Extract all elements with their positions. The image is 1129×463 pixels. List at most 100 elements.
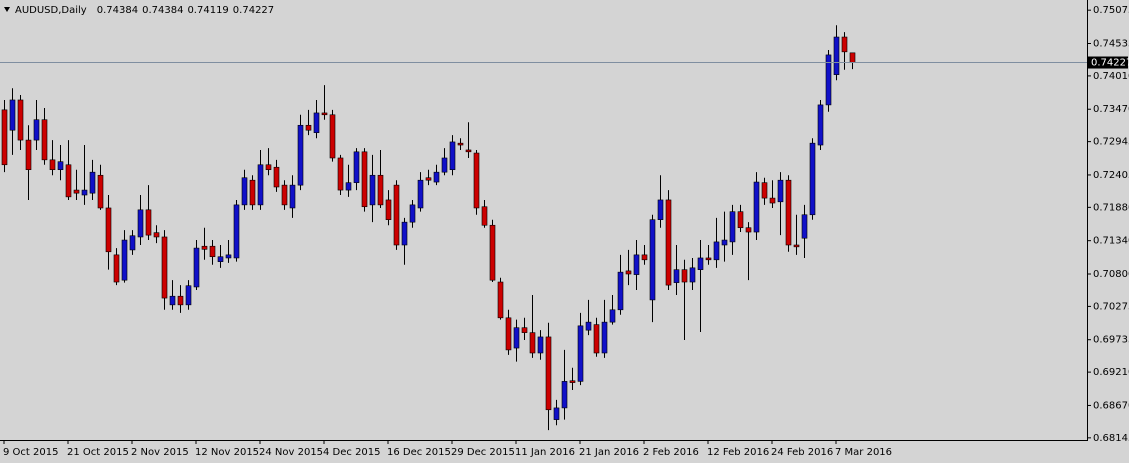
candle-body bbox=[385, 199, 392, 220]
y-tick-label: 0.74535 bbox=[1093, 39, 1129, 50]
candle-body bbox=[409, 204, 416, 223]
candle-body bbox=[345, 182, 352, 191]
x-tick-label: 24 Feb 2016 bbox=[771, 447, 833, 458]
x-tick-label: 21 Jan 2016 bbox=[579, 447, 639, 458]
candle-body bbox=[801, 214, 808, 239]
candle-body bbox=[473, 152, 480, 209]
candle-body bbox=[521, 327, 528, 333]
candle-body bbox=[193, 247, 200, 288]
header-quote: 0.74119 bbox=[187, 5, 228, 16]
candle-body bbox=[585, 321, 592, 331]
candle-body bbox=[201, 245, 208, 250]
candle-body bbox=[449, 141, 456, 171]
x-tick-label: 9 Oct 2015 bbox=[3, 447, 58, 458]
candle-body bbox=[457, 142, 464, 146]
candle-body bbox=[361, 151, 368, 208]
candle-body bbox=[817, 104, 824, 146]
candle-body bbox=[769, 197, 776, 204]
candle-body bbox=[313, 112, 320, 133]
candle-body bbox=[641, 254, 648, 261]
candle-body bbox=[489, 224, 496, 281]
x-tick-label: 16 Dec 2015 bbox=[387, 447, 451, 458]
candle-body bbox=[497, 281, 504, 319]
candle-body bbox=[761, 182, 768, 199]
x-tick-label: 12 Nov 2015 bbox=[195, 447, 259, 458]
candle-body bbox=[545, 336, 552, 411]
x-tick-label: 2 Feb 2016 bbox=[643, 447, 699, 458]
candle-body bbox=[841, 36, 848, 53]
candle-body bbox=[745, 227, 752, 233]
header-quote: 0.74227 bbox=[233, 5, 274, 16]
candle-body bbox=[17, 99, 24, 141]
candle-body bbox=[249, 179, 256, 206]
candle-body bbox=[553, 407, 560, 420]
candle-body bbox=[689, 267, 696, 283]
candle-body bbox=[737, 211, 744, 229]
candle-body bbox=[561, 381, 568, 409]
candle-body bbox=[113, 254, 120, 283]
candle-body bbox=[369, 174, 376, 206]
candle-body bbox=[681, 269, 688, 283]
y-tick-label: 0.72945 bbox=[1093, 137, 1129, 148]
candle-body bbox=[825, 54, 832, 106]
candle-body bbox=[481, 206, 488, 226]
price-label-box bbox=[1088, 56, 1128, 69]
y-tick-label: 0.70275 bbox=[1093, 301, 1129, 312]
header-icon bbox=[4, 7, 10, 12]
candle-body bbox=[577, 325, 584, 382]
candle-body bbox=[665, 199, 672, 286]
header-quote: 0.74384 bbox=[97, 5, 138, 16]
candle-body bbox=[393, 184, 400, 246]
candle-body bbox=[273, 166, 280, 188]
candle-body bbox=[401, 221, 408, 246]
candle-body bbox=[777, 179, 784, 203]
candle-body bbox=[505, 317, 512, 351]
candle-body bbox=[177, 295, 184, 306]
candle-body bbox=[601, 321, 608, 354]
candle-body bbox=[49, 159, 56, 171]
candle-body bbox=[281, 184, 288, 206]
candle-body bbox=[97, 174, 104, 209]
candle-body bbox=[785, 179, 792, 246]
candle-body bbox=[105, 207, 112, 253]
candle-body bbox=[73, 189, 80, 194]
candle-body bbox=[209, 245, 216, 258]
candle-body bbox=[537, 336, 544, 354]
x-tick-label: 29 Dec 2015 bbox=[451, 447, 515, 458]
x-tick-label: 21 Oct 2015 bbox=[67, 447, 129, 458]
candle-body bbox=[169, 295, 176, 306]
candle-body bbox=[257, 164, 264, 206]
candle-body bbox=[633, 254, 640, 275]
y-tick-label: 0.68145 bbox=[1093, 433, 1129, 444]
candle-body bbox=[297, 124, 304, 186]
candle-body bbox=[721, 239, 728, 246]
candle-body bbox=[569, 380, 576, 383]
candle-body bbox=[809, 142, 816, 216]
x-tick-label: 7 Mar 2016 bbox=[835, 447, 892, 458]
candle-body bbox=[593, 324, 600, 354]
candle-body bbox=[265, 164, 272, 171]
candle-body bbox=[697, 257, 704, 270]
candle-body bbox=[289, 184, 296, 209]
candle-body bbox=[617, 271, 624, 311]
candle-body bbox=[753, 181, 760, 233]
candle-body bbox=[353, 151, 360, 183]
candle-body bbox=[185, 285, 192, 306]
y-tick-label: 0.69735 bbox=[1093, 335, 1129, 346]
candle-body bbox=[1, 109, 8, 166]
candle-body bbox=[729, 211, 736, 243]
candle-body bbox=[89, 171, 96, 194]
candle-body bbox=[673, 269, 680, 283]
candle-body bbox=[833, 36, 840, 75]
candle-body bbox=[377, 174, 384, 206]
x-tick-label: 12 Feb 2016 bbox=[707, 447, 769, 458]
candle-body bbox=[57, 161, 64, 171]
candle-body bbox=[145, 209, 152, 236]
candle-body bbox=[137, 209, 144, 238]
